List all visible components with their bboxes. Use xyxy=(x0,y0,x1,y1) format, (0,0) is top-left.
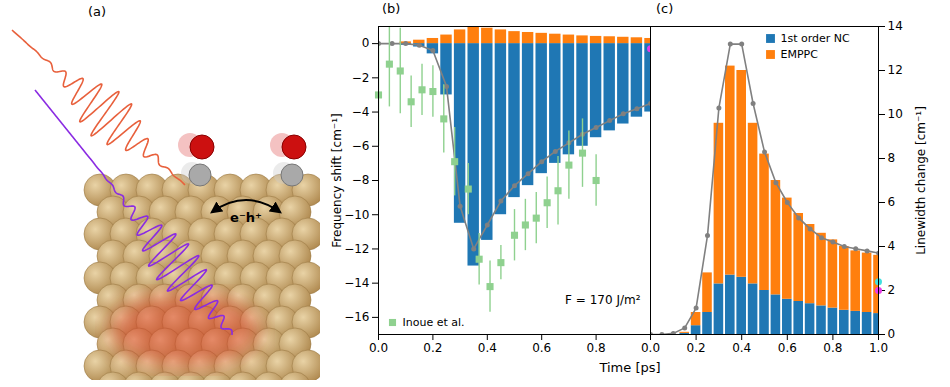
svg-text:−8: −8 xyxy=(352,173,370,187)
svg-text:−6: −6 xyxy=(352,139,370,153)
svg-text:Linewidth change [cm⁻¹]: Linewidth change [cm⁻¹] xyxy=(914,106,928,255)
svg-text:14: 14 xyxy=(888,19,903,33)
svg-text:0.2: 0.2 xyxy=(687,341,706,355)
svg-text:0.6: 0.6 xyxy=(532,341,551,355)
svg-text:0.4: 0.4 xyxy=(732,341,751,355)
svg-text:1.0: 1.0 xyxy=(869,341,888,355)
svg-text:2: 2 xyxy=(888,283,896,297)
svg-text:12: 12 xyxy=(888,63,903,77)
svg-text:e⁻h⁺: e⁻h⁺ xyxy=(230,210,262,225)
svg-text:Frequency shift [cm⁻¹]: Frequency shift [cm⁻¹] xyxy=(330,113,344,247)
html-text:(b): (b) xyxy=(382,1,401,16)
html-text:(c): (c) xyxy=(656,1,674,16)
svg-text:−14: −14 xyxy=(344,276,369,290)
svg-text:0: 0 xyxy=(362,36,370,50)
html-text:Time [ps]: Time [ps] xyxy=(599,360,661,375)
svg-text:0.4: 0.4 xyxy=(478,341,497,355)
svg-text:−16: −16 xyxy=(344,310,369,324)
svg-text:1st order NC: 1st order NC xyxy=(781,32,851,45)
svg-text:−12: −12 xyxy=(344,242,369,256)
svg-text:0.6: 0.6 xyxy=(778,341,797,355)
svg-text:0.8: 0.8 xyxy=(823,341,842,355)
svg-text:0: 0 xyxy=(888,327,896,341)
svg-text:6: 6 xyxy=(888,195,896,209)
svg-text:0.0: 0.0 xyxy=(369,341,388,355)
svg-text:−2: −2 xyxy=(352,71,370,85)
svg-text:8: 8 xyxy=(888,151,896,165)
svg-text:10: 10 xyxy=(888,107,903,121)
svg-text:−10: −10 xyxy=(344,208,369,222)
svg-text:4: 4 xyxy=(888,239,896,253)
svg-text:0.0: 0.0 xyxy=(641,341,660,355)
svg-text:F = 170 J/m²: F = 170 J/m² xyxy=(565,293,641,307)
svg-text:Inoue et al.: Inoue et al. xyxy=(403,316,465,329)
svg-text:0.2: 0.2 xyxy=(423,341,442,355)
svg-text:−4: −4 xyxy=(352,105,370,119)
svg-text:0.8: 0.8 xyxy=(587,341,606,355)
svg-text:(a): (a) xyxy=(88,4,106,19)
svg-text:EMPPC: EMPPC xyxy=(781,48,819,61)
